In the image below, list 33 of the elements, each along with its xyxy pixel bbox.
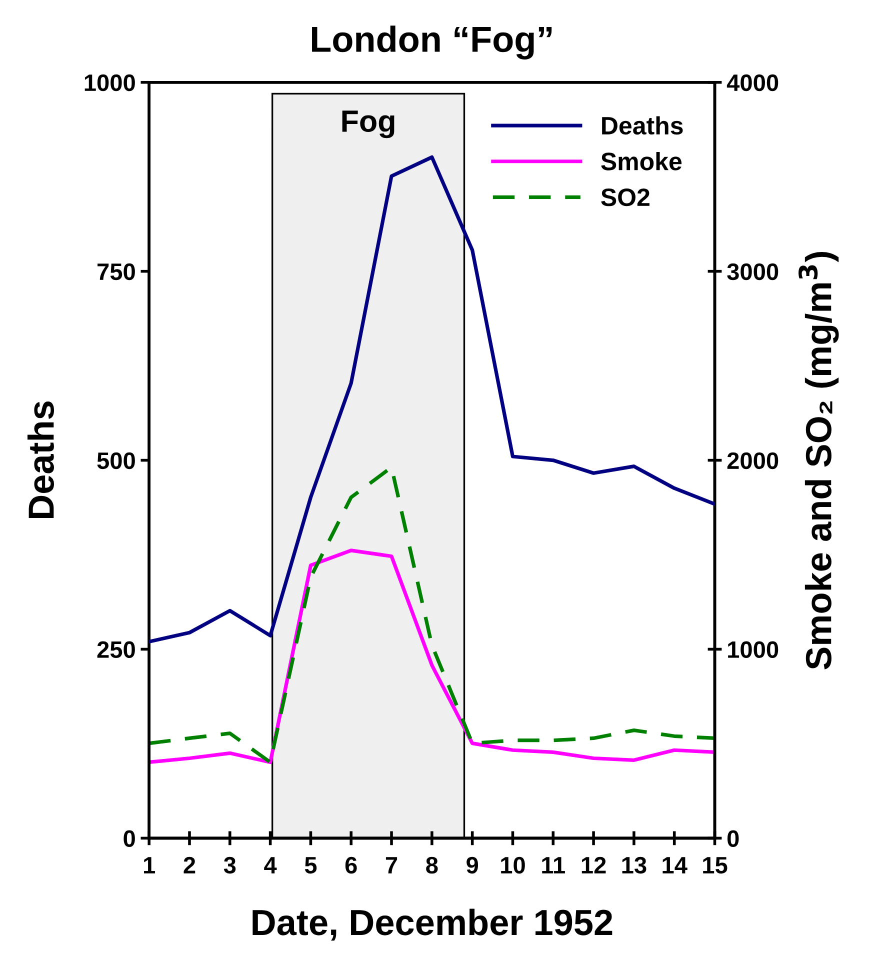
x-tick-label: 9 (466, 856, 478, 874)
x-tick-label: 11 (542, 857, 565, 874)
x-tick-label: 6 (345, 856, 357, 874)
legend-label: Deaths (602, 116, 683, 135)
x-tick-label: 14 (662, 857, 688, 874)
x-axis-title: Date, December 1952 (252, 908, 612, 941)
y-tick-label: 500 (97, 452, 135, 470)
chart-title: London “Fog” (312, 26, 552, 60)
x-tick-label: 5 (304, 857, 317, 874)
x-tick-label: 15 (703, 857, 728, 874)
y2-tick-label: 0 (727, 830, 739, 847)
x-tick-label: 2 (184, 856, 196, 874)
y-tick-label: 0 (124, 830, 135, 847)
y2-tick-label: 4000 (726, 74, 778, 92)
x-tick-label: 7 (386, 857, 398, 874)
x-tick-label: 1 (144, 857, 155, 874)
x-tick-label: 3 (224, 856, 236, 874)
band-label: Fog (342, 110, 394, 138)
y-tick-label: 750 (98, 263, 135, 280)
y-axis-title: Deaths (27, 402, 54, 518)
y2-tick-label: 3000 (727, 263, 778, 280)
legend-label: SO2 (601, 188, 650, 206)
x-tick-label: 13 (622, 856, 646, 874)
y2-tick-label: 2000 (727, 452, 778, 470)
x-tick-label: 12 (582, 856, 606, 874)
legend-label: Smoke (601, 152, 682, 170)
y2-tick-label: 1000 (728, 641, 778, 658)
x-tick-label: 8 (426, 856, 438, 874)
x-tick-label: 4 (264, 857, 277, 874)
y-tick-label: 250 (97, 641, 135, 658)
y2-axis-title: Smoke and SO₂ (mg/m$^{3}$) (798, 252, 839, 670)
x-tick-label: 10 (501, 856, 525, 874)
y-tick-label: 1000 (84, 74, 135, 92)
